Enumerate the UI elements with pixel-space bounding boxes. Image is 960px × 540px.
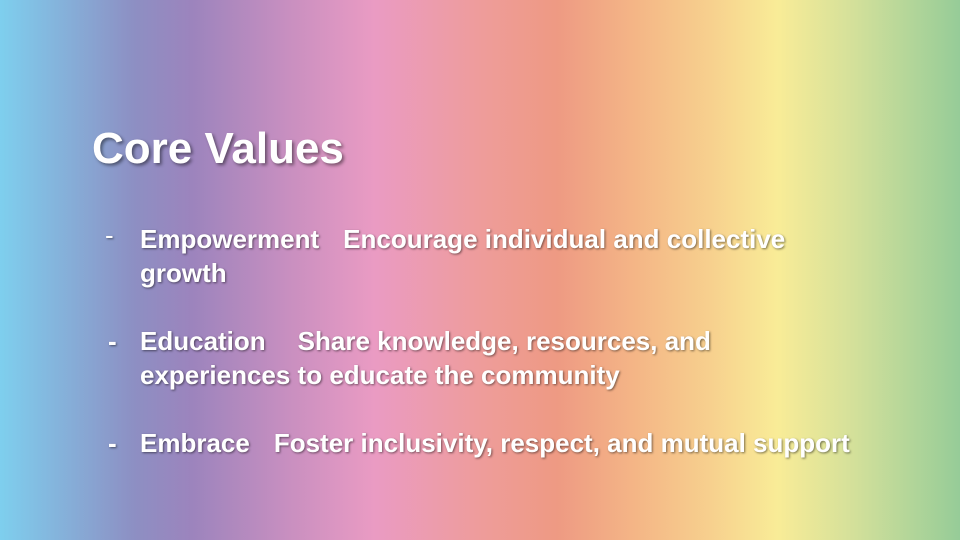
- value-description: Share knowledge, resources, and experien…: [140, 326, 711, 390]
- bullet-dash: -: [108, 428, 117, 458]
- value-name: Empowerment: [140, 224, 320, 254]
- core-values-list: - Empowerment Encourage individual and co…: [100, 220, 860, 460]
- value-description: Encourage individual and collective grow…: [140, 224, 786, 288]
- list-item-empowerment: - Empowerment Encourage individual and co…: [100, 220, 860, 290]
- slide-title: Core Values: [92, 124, 344, 173]
- value-name: Education: [140, 326, 266, 356]
- list-item-embrace: - Embrace Foster inclusivity, respect, an…: [100, 426, 860, 460]
- bullet-dash: -: [108, 326, 117, 356]
- list-item-education: - Education Share knowledge, resources, a…: [100, 324, 860, 392]
- value-description: Foster inclusivity, respect, and mutual …: [273, 428, 850, 458]
- value-name: Embrace: [140, 428, 250, 458]
- bullet-dash: -: [105, 220, 114, 250]
